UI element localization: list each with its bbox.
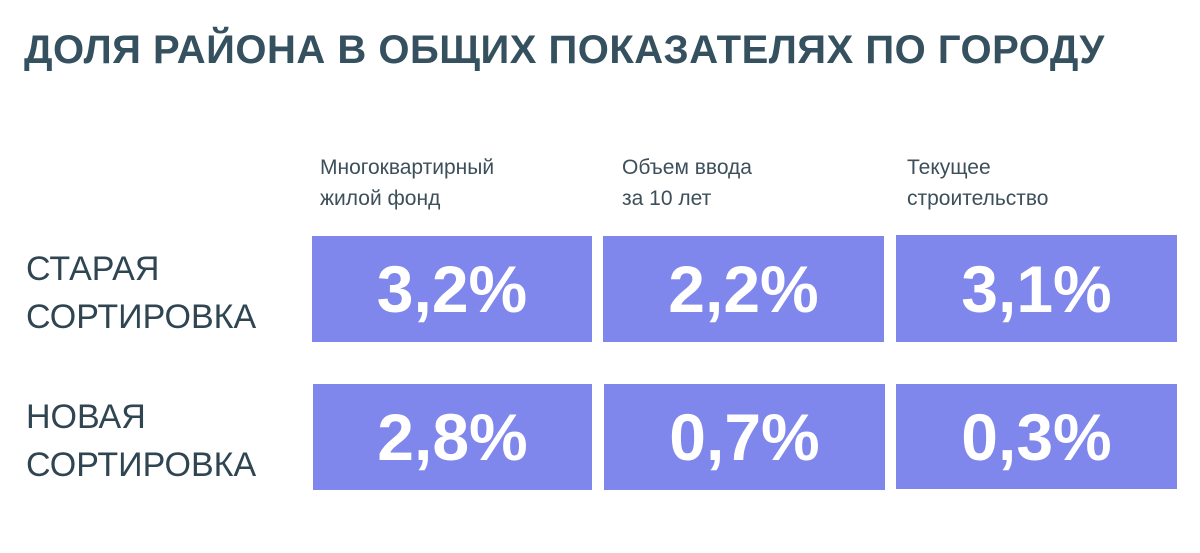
value-cell-new-current-construction: 0,3% — [896, 384, 1177, 489]
row-label-new-sortirovka: НОВАЯ СОРТИРОВКА — [26, 398, 257, 484]
column-header-commissioning-volume: Объем ввода за 10 лет — [622, 156, 752, 210]
column-header-current-construction: Текущее строительство — [907, 156, 1049, 210]
value-cell-new-apartment-stock: 2,8% — [313, 384, 592, 490]
value-cell-old-commissioning-volume: 2,2% — [603, 236, 884, 342]
value-cell-old-apartment-stock: 3,2% — [312, 236, 592, 342]
page-title: ДОЛЯ РАЙОНА В ОБЩИХ ПОКАЗАТЕЛЯХ ПО ГОРОД… — [24, 28, 1105, 72]
value-cell-new-commissioning-volume: 0,7% — [604, 384, 885, 490]
row-label-old-sortirovka: СТАРАЯ СОРТИРОВКА — [26, 250, 257, 336]
column-header-apartment-stock: Многоквартирный жилой фонд — [320, 156, 495, 210]
value-cell-old-current-construction: 3,1% — [896, 235, 1177, 342]
